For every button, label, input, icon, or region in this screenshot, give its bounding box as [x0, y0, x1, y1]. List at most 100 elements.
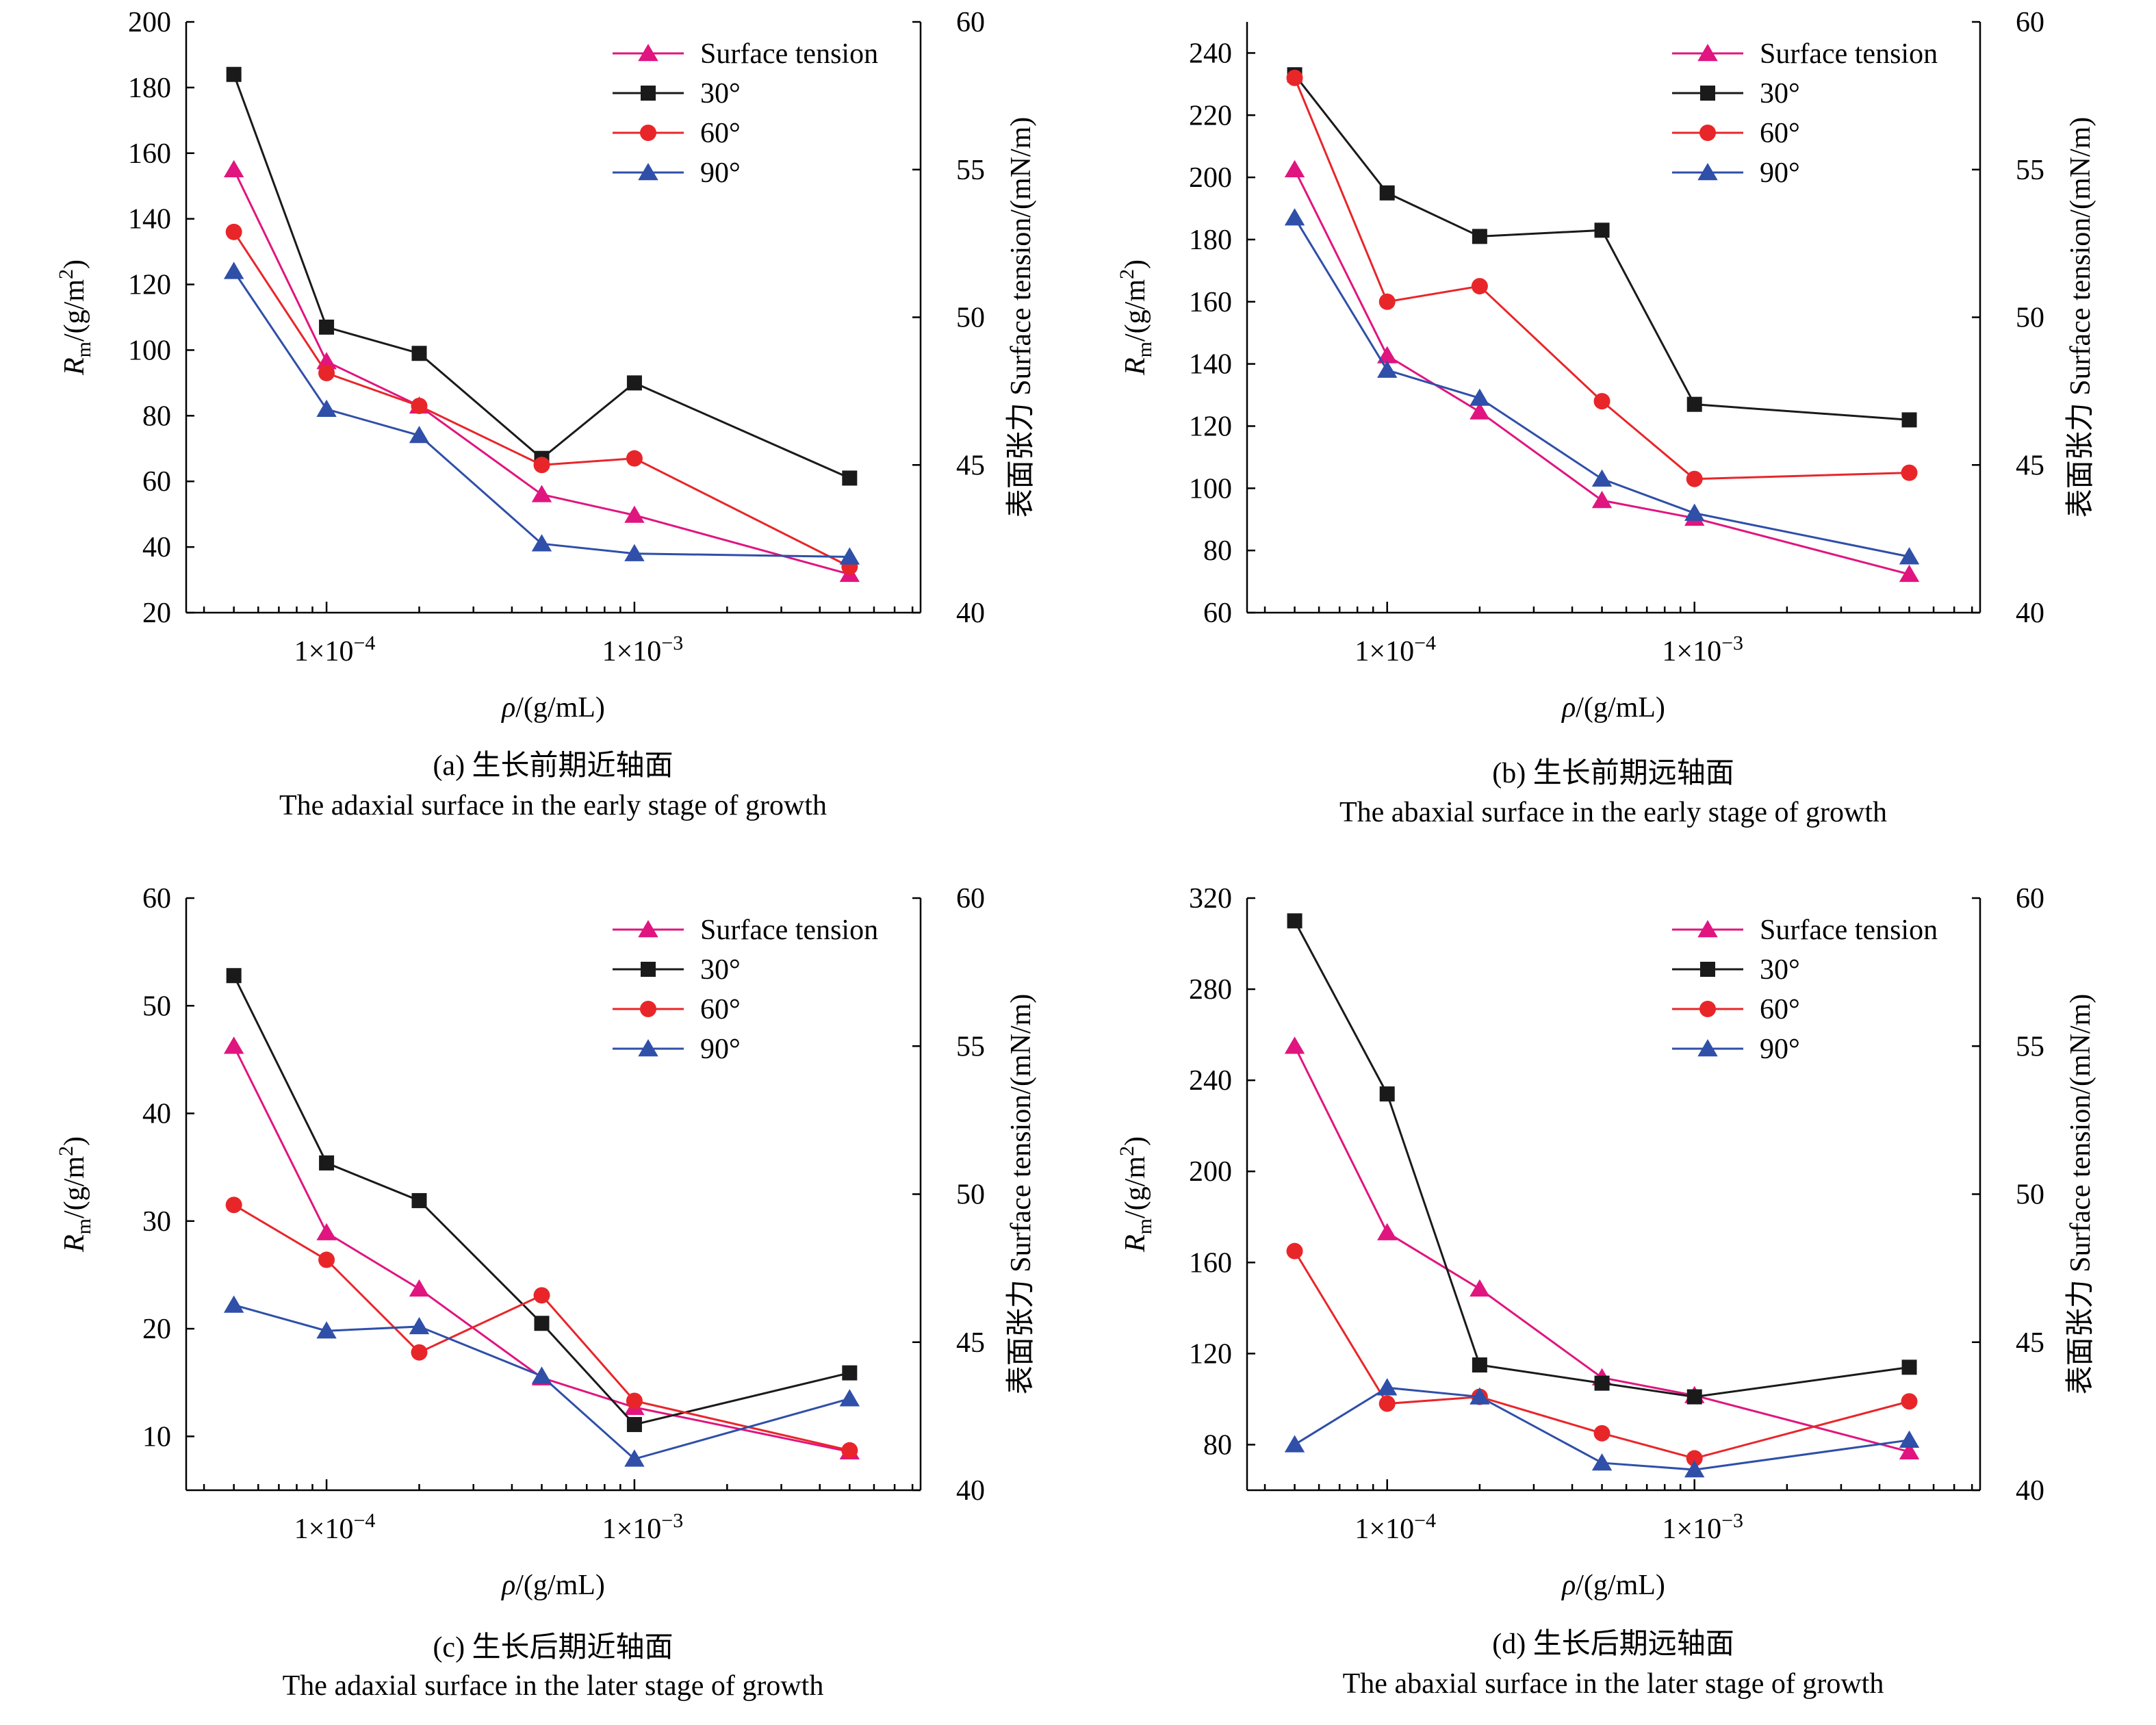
x-axis-label-symbol: ρ: [500, 1570, 515, 1601]
legend-marker: [638, 163, 658, 181]
x-tick-label: 1×10−3: [1662, 632, 1743, 667]
y-axis-label-symbol: R: [59, 1234, 90, 1253]
y-tick-label: 180: [128, 73, 171, 104]
series-line: [1294, 169, 1910, 576]
legend-item: 30°: [1672, 954, 1800, 986]
y-tick-label: 20: [142, 1314, 171, 1345]
y-axis-label-symbol: R: [1120, 357, 1151, 376]
caption-cn: (a) 生长前期近轴面: [433, 750, 673, 782]
data-point: [1899, 1430, 1920, 1448]
caption-cn: (c) 生长后期近轴面: [433, 1632, 673, 1663]
series-90: [1284, 208, 1920, 565]
y-tick-label: 100: [128, 335, 171, 366]
legend-label: 90°: [1760, 1034, 1800, 1065]
x-axis-label-symbol: ρ: [1561, 1570, 1576, 1601]
x-tick-mantissa: 1×10: [1662, 636, 1721, 667]
y2-axis-label: 表面张力 Surface tension/(mN/m): [2065, 117, 2096, 518]
data-point: [1686, 1450, 1703, 1467]
data-point: [1684, 1460, 1705, 1478]
y-tick-label: 60: [142, 466, 171, 498]
data-point: [411, 1344, 428, 1361]
data-point: [1472, 229, 1487, 244]
data-point: [226, 66, 242, 82]
x-tick-label: 1×10−3: [602, 632, 684, 667]
y2-tick-label: 45: [956, 450, 985, 481]
y-tick-label: 200: [128, 7, 171, 38]
y2-tick-label: 40: [2016, 1475, 2044, 1507]
data-point: [531, 534, 552, 552]
y-axis-label-subscript: m: [73, 1218, 95, 1234]
data-point: [1379, 185, 1395, 201]
data-point: [1593, 393, 1610, 410]
x-tick-label: 1×10−4: [294, 1509, 376, 1545]
series-line: [233, 975, 850, 1426]
data-point: [842, 470, 858, 486]
legend-item: Surface tension: [613, 915, 878, 946]
caption-cn: (b) 生长前期远轴面: [1492, 758, 1734, 789]
data-point: [1472, 1357, 1487, 1373]
y-axis-label: Rm/(g/m2): [1116, 1136, 1156, 1253]
legend-marker: [1700, 86, 1715, 101]
data-point: [624, 1449, 645, 1467]
y-axis-label-superscript: 2: [1116, 1146, 1138, 1156]
legend-marker: [641, 86, 656, 101]
data-point: [1901, 412, 1917, 428]
x-tick-exponent: −4: [353, 632, 375, 654]
caption-cn: (d) 生长后期远轴面: [1492, 1628, 1734, 1660]
y-tick-label: 220: [1189, 100, 1232, 131]
legend-marker: [1699, 1001, 1716, 1017]
series-line: [233, 231, 851, 568]
x-tick-mantissa: 1×10: [294, 636, 354, 667]
y-tick-label: 160: [1189, 1247, 1232, 1279]
legend-label: Surface tension: [700, 915, 878, 946]
y-tick-label: 140: [1189, 349, 1232, 381]
y-tick-label: 320: [1189, 883, 1232, 915]
y-tick-label: 120: [128, 270, 171, 301]
data-point: [319, 319, 335, 335]
data-point: [1901, 1359, 1917, 1375]
y-tick-label: 80: [1203, 535, 1232, 567]
x-axis-label: ρ/(g/mL): [500, 1570, 605, 1601]
y-axis-label-close: ): [59, 1136, 90, 1146]
y-tick-label: 160: [1189, 287, 1232, 318]
data-point: [626, 1417, 642, 1433]
x-axis-label-unit: /(g/mL): [1576, 692, 1665, 724]
data-point: [1686, 1389, 1702, 1405]
legend-item: Surface tension: [613, 38, 878, 70]
data-point: [223, 159, 244, 177]
y-tick-label: 280: [1189, 974, 1232, 1006]
y2-tick-label: 50: [2016, 1179, 2044, 1211]
legend-marker: [1697, 1039, 1718, 1057]
x-tick-label: 1×10−4: [1355, 632, 1436, 667]
y2-tick-label: 55: [2016, 155, 2044, 186]
x-axis-label: ρ/(g/mL): [500, 692, 605, 724]
y-axis-label-superscript: 2: [1116, 269, 1138, 279]
legend-item: 90°: [613, 157, 741, 189]
x-tick-exponent: −3: [661, 632, 683, 654]
series-60: [1286, 1242, 1918, 1467]
y-axis-label-symbol: R: [59, 357, 90, 376]
data-point: [531, 485, 552, 502]
data-point: [533, 457, 550, 474]
legend-label: 30°: [700, 78, 741, 110]
x-tick-exponent: −3: [1721, 1509, 1743, 1532]
data-point: [839, 1389, 860, 1407]
y-axis-label-subscript: m: [1133, 1218, 1156, 1234]
legend-item: 60°: [1672, 994, 1800, 1025]
data-point: [1378, 1395, 1396, 1412]
data-point: [1686, 470, 1703, 487]
data-point: [626, 1392, 643, 1409]
data-point: [624, 544, 645, 561]
legend-item: Surface tension: [1672, 915, 1938, 946]
data-point: [1470, 402, 1490, 420]
y2-tick-label: 60: [2016, 883, 2044, 915]
data-point: [1379, 1086, 1395, 1102]
x-tick-mantissa: 1×10: [294, 1513, 354, 1545]
data-point: [316, 1223, 337, 1240]
series-30: [226, 66, 858, 486]
legend-item: 60°: [613, 994, 741, 1025]
series-line: [1294, 74, 1910, 421]
x-tick-label: 1×10−3: [602, 1509, 684, 1545]
